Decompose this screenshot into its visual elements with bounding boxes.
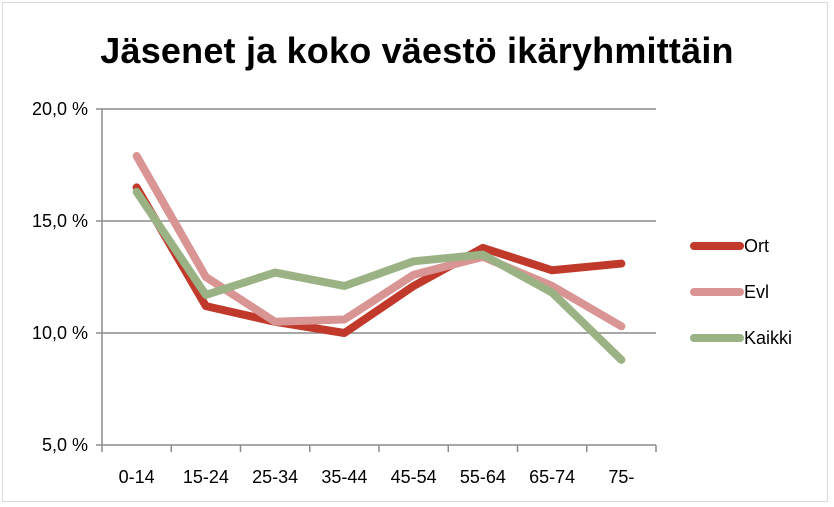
y-tick-label: 20,0 % [32, 99, 88, 119]
legend: Ort Evl Kaikki [690, 236, 792, 348]
legend-label: Ort [744, 236, 769, 256]
x-tick-label: 75- [608, 467, 634, 487]
x-tick-label: 0-14 [119, 467, 155, 487]
legend-label: Evl [744, 282, 769, 302]
chart-title: Jäsenet ja koko väestö ikäryhmittäin [100, 30, 734, 71]
x-tick-label: 15-24 [183, 467, 229, 487]
y-tick-label: 15,0 % [32, 211, 88, 231]
legend-label: Kaikki [744, 328, 792, 348]
series-line-ort [132, 183, 626, 337]
series-lines [132, 152, 626, 364]
chart-frame [2, 2, 828, 502]
x-tick-label: 55-64 [460, 467, 506, 487]
y-tick-label: 10,0 % [32, 323, 88, 343]
x-tick-label: 45-54 [391, 467, 437, 487]
x-tick-label: 25-34 [252, 467, 298, 487]
gridlines [96, 108, 656, 446]
x-tick-label: 65-74 [529, 467, 575, 487]
axes: 5,0 % 10,0 % 15,0 % 20,0 % 0-14 15-24 25-34 35-… [32, 99, 657, 487]
series-line-kaikki [132, 187, 626, 364]
x-tick-label: 35-44 [321, 467, 367, 487]
y-tick-label: 5,0 % [42, 435, 88, 455]
series-line-evl [132, 152, 626, 331]
